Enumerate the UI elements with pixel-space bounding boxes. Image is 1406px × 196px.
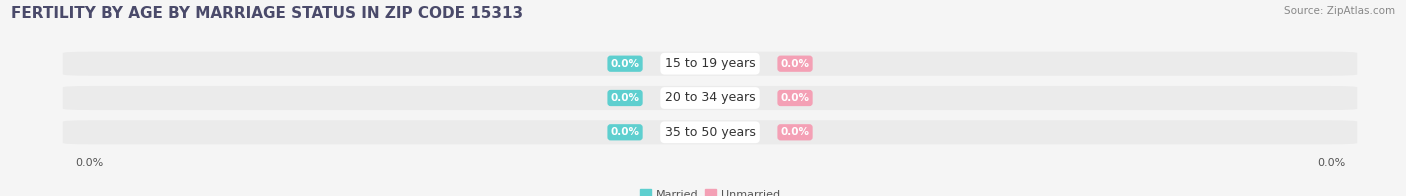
Text: 35 to 50 years: 35 to 50 years xyxy=(665,126,755,139)
Text: 20 to 34 years: 20 to 34 years xyxy=(665,92,755,104)
Text: Source: ZipAtlas.com: Source: ZipAtlas.com xyxy=(1284,6,1395,16)
Text: 15 to 19 years: 15 to 19 years xyxy=(665,57,755,70)
Text: FERTILITY BY AGE BY MARRIAGE STATUS IN ZIP CODE 15313: FERTILITY BY AGE BY MARRIAGE STATUS IN Z… xyxy=(11,6,523,21)
Text: 0.0%: 0.0% xyxy=(780,59,810,69)
FancyBboxPatch shape xyxy=(63,120,1357,144)
Text: 0.0%: 0.0% xyxy=(610,127,640,137)
Legend: Married, Unmarried: Married, Unmarried xyxy=(636,185,785,196)
FancyBboxPatch shape xyxy=(63,86,1357,110)
Text: 0.0%: 0.0% xyxy=(780,93,810,103)
FancyBboxPatch shape xyxy=(63,52,1357,76)
Text: 0.0%: 0.0% xyxy=(780,127,810,137)
Text: 0.0%: 0.0% xyxy=(610,93,640,103)
Text: 0.0%: 0.0% xyxy=(610,59,640,69)
